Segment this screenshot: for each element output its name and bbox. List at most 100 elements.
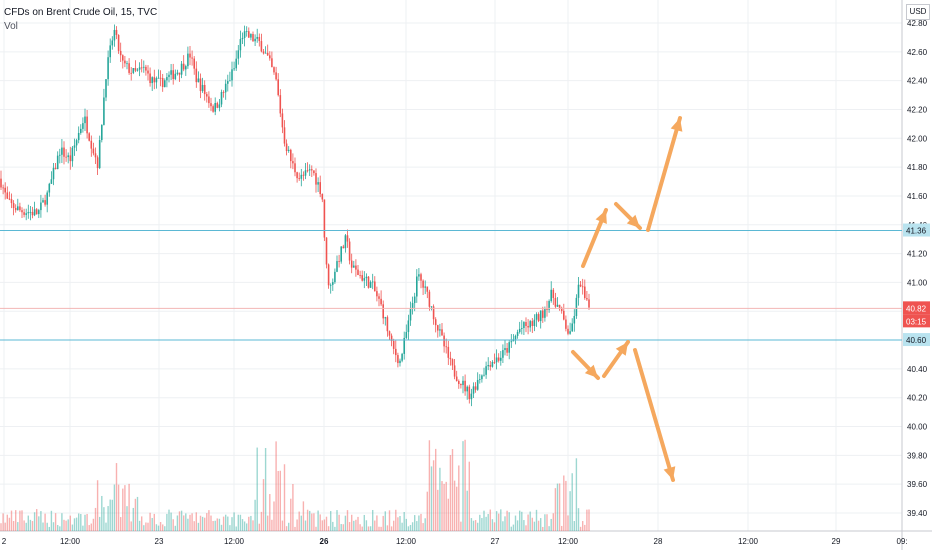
volume-bar xyxy=(489,509,491,531)
volume-bar xyxy=(86,513,88,531)
volume-bar xyxy=(577,508,580,531)
volume-bar xyxy=(395,509,397,531)
candle-body xyxy=(369,282,372,288)
candle-body xyxy=(548,301,550,310)
candle-body xyxy=(521,328,523,329)
candle-body xyxy=(485,366,487,375)
candle-body xyxy=(222,92,225,93)
volume-bar xyxy=(309,510,311,531)
candle-body xyxy=(193,58,195,69)
candle-body xyxy=(304,170,307,176)
volume-bar xyxy=(269,494,271,531)
volume-bar xyxy=(546,514,548,531)
candle-body xyxy=(229,80,231,82)
volume-bar xyxy=(428,440,431,531)
volume-bar xyxy=(141,516,143,531)
volume-bar xyxy=(235,526,237,531)
candle-body xyxy=(281,113,284,128)
volume-bar xyxy=(239,514,242,531)
volume-bar xyxy=(12,521,15,531)
volume-bar xyxy=(554,488,557,531)
volume-bar xyxy=(231,517,233,531)
volume-bar xyxy=(281,520,284,531)
volume-bar xyxy=(418,515,420,531)
price-tick-label: 41.80 xyxy=(907,163,928,172)
price-tick-label: 42.40 xyxy=(907,77,928,86)
candle-body xyxy=(367,276,370,288)
volume-bar xyxy=(330,511,332,531)
candle-body xyxy=(101,124,103,141)
volume-bar xyxy=(411,522,414,531)
time-tick-label: 26 xyxy=(320,537,329,546)
volume-bar xyxy=(84,514,86,531)
candle-body xyxy=(577,284,580,298)
volume-bar xyxy=(21,510,23,531)
volume-bar xyxy=(403,511,405,531)
candle-body xyxy=(287,149,290,152)
volume-bar xyxy=(216,518,218,531)
volume-bar xyxy=(462,441,464,531)
candle-body xyxy=(126,63,128,65)
volume-bar xyxy=(214,520,216,531)
volume-bars xyxy=(0,439,590,531)
currency-button[interactable]: USD xyxy=(906,4,930,20)
volume-bar xyxy=(246,523,248,531)
candle-body xyxy=(149,73,151,84)
volume-bar xyxy=(162,524,164,531)
volume-bar xyxy=(17,522,19,531)
candle-body xyxy=(283,127,286,144)
volume-bar xyxy=(267,515,269,531)
volume-bar xyxy=(82,525,84,531)
time-axis[interactable]: 2 12:00 23 12:00 26 12:00 27 12:00 28 12:00 29 09: xyxy=(2,537,908,546)
volume-bar xyxy=(250,515,252,531)
candle-body xyxy=(487,365,489,367)
volume-bar xyxy=(441,481,443,531)
volume-bar xyxy=(73,518,76,531)
candle-body xyxy=(409,308,412,321)
volume-bar xyxy=(302,501,305,531)
candle-body xyxy=(424,286,426,288)
candle-body xyxy=(92,148,95,154)
candle-body xyxy=(392,340,395,349)
volume-bar xyxy=(453,480,456,531)
candle-body xyxy=(466,386,468,392)
volume-bar xyxy=(195,512,197,531)
candle-body xyxy=(201,84,204,92)
volume-bar xyxy=(586,509,588,531)
volume-bar xyxy=(143,525,145,531)
volume-bar xyxy=(283,464,286,531)
candle-body xyxy=(355,265,357,270)
candle-body xyxy=(241,37,244,40)
volume-bar xyxy=(264,448,267,531)
volume-bar xyxy=(99,516,101,531)
volume-bar xyxy=(271,519,273,531)
candle-body xyxy=(386,317,389,332)
candle-body xyxy=(67,155,69,158)
volume-bar xyxy=(537,520,540,531)
candle-body xyxy=(579,284,582,287)
candle-body xyxy=(334,271,336,283)
candle-body xyxy=(35,209,38,215)
candle-body xyxy=(103,97,105,125)
volume-bar xyxy=(420,513,422,531)
price-tick-label: 39.60 xyxy=(907,480,928,489)
volume-bar xyxy=(157,525,160,531)
candle-body xyxy=(96,157,99,169)
candle-body xyxy=(258,36,261,42)
volume-bar xyxy=(212,520,214,531)
price-axis[interactable]: 42.8042.6042.4042.2042.0041.8041.6041.40… xyxy=(903,19,930,518)
candle-body xyxy=(23,212,25,215)
volume-bar xyxy=(384,511,386,531)
volume-bar xyxy=(348,522,351,531)
candle-body xyxy=(252,34,254,42)
candle-body xyxy=(269,55,271,59)
candle-body xyxy=(497,357,500,361)
candle-body xyxy=(178,72,181,75)
volume-bar xyxy=(75,517,78,531)
candle-body xyxy=(558,304,561,308)
candle-body xyxy=(113,29,116,41)
volume-bar xyxy=(435,448,437,531)
candle-body xyxy=(481,375,483,380)
volume-bar xyxy=(8,517,11,531)
